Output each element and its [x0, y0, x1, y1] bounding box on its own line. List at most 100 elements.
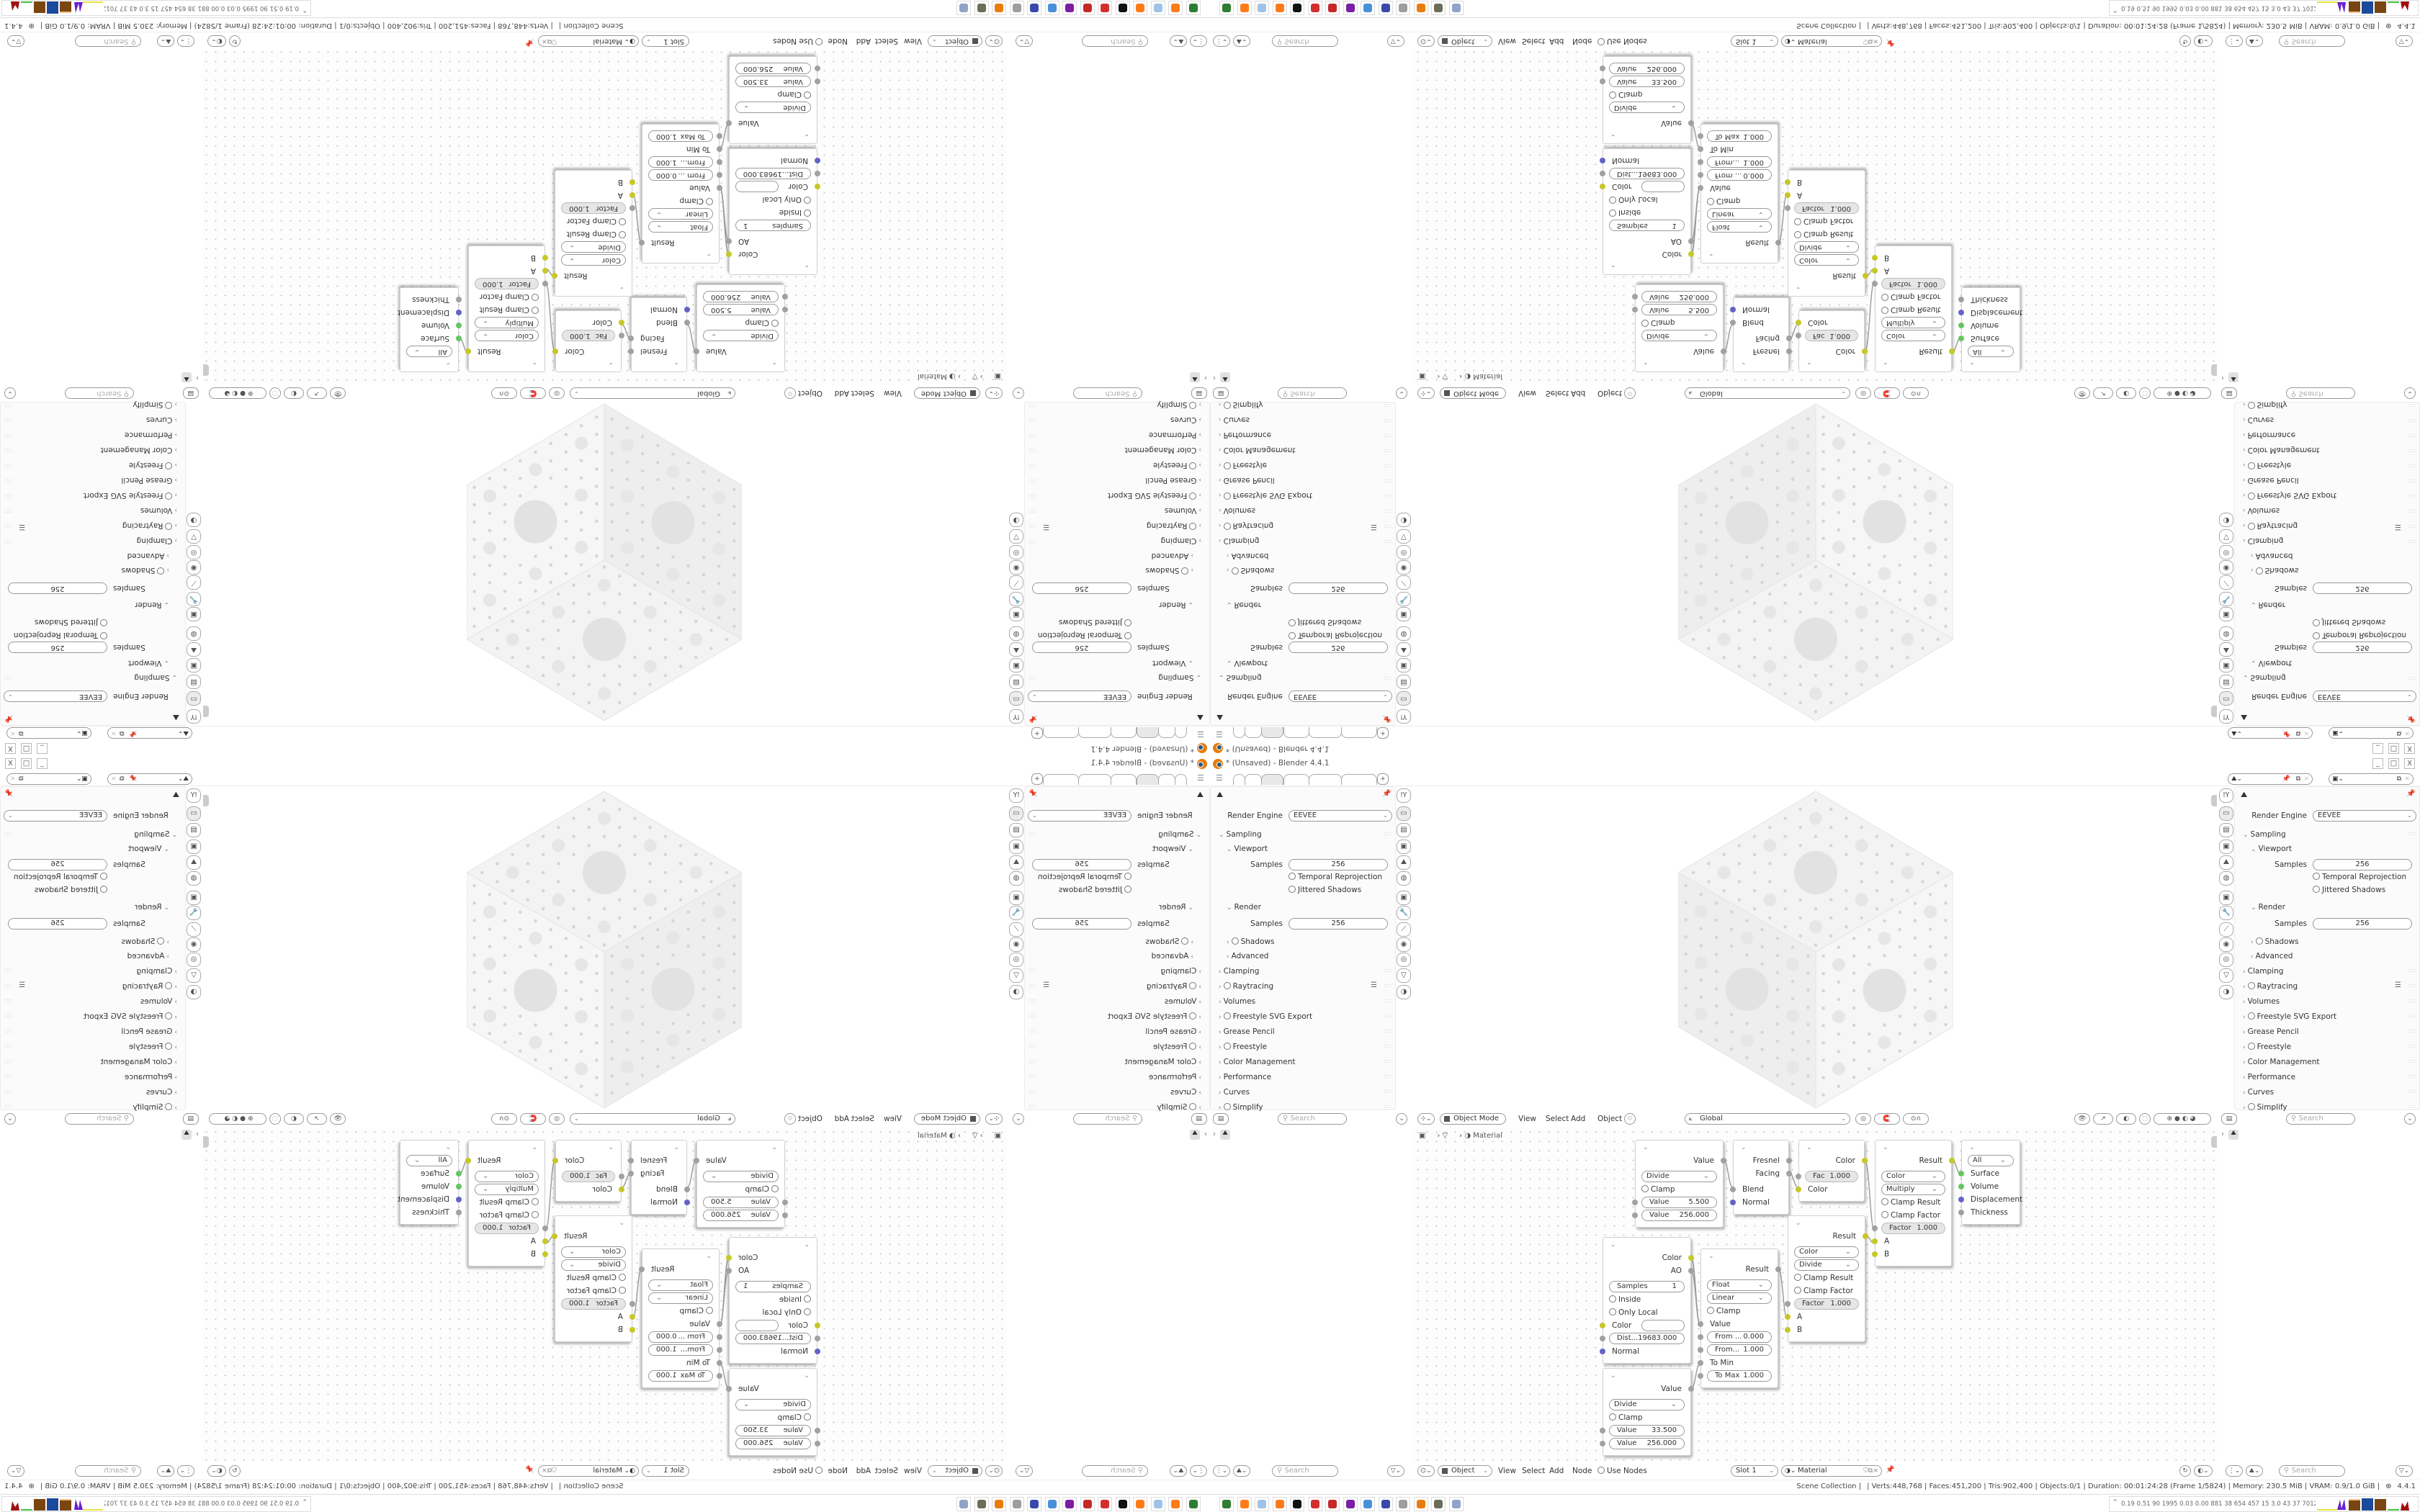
- outliner-search-input[interactable]: ⚲ Search: [1082, 1465, 1148, 1477]
- socket-float-icon[interactable]: [782, 307, 788, 312]
- node-map-range[interactable]: ⌄ Result Float ⌄ Linear ⌄ Clamp Value From ... 0.…: [639, 124, 722, 264]
- viewport-samples-field[interactable]: 256: [8, 859, 107, 870]
- node-value-field[interactable]: Fac 1.000: [562, 330, 615, 341]
- node-checkbox[interactable]: Clamp Result: [480, 1197, 539, 1208]
- collapse-chevron-icon[interactable]: ⌄: [673, 1144, 679, 1151]
- tab-output-icon[interactable]: ▤: [2219, 675, 2233, 689]
- sidebar-toggle-handle[interactable]: [203, 795, 209, 806]
- node-dropdown[interactable]: Divide ⌄: [703, 330, 779, 341]
- panel-viewport[interactable]: ⌄Viewport: [128, 657, 169, 669]
- socket-color-icon[interactable]: [1796, 320, 1801, 325]
- tab-data-icon[interactable]: ▽: [187, 968, 201, 983]
- node-checkbox[interactable]: Clamp Factor: [1881, 1210, 1940, 1221]
- expand-chevron-icon[interactable]: ›: [196, 374, 199, 382]
- scene-selector[interactable]: ⛰⌄ 📌 ⧉ ×: [107, 727, 192, 739]
- socket-color-icon[interactable]: [1949, 348, 1955, 354]
- checkbox-icon[interactable]: [1189, 1012, 1197, 1020]
- panel-volumes[interactable]: ›Volumes: [1165, 996, 1201, 1007]
- socket-vector-icon[interactable]: [684, 307, 690, 312]
- node-checkbox[interactable]: Clamp Result: [1794, 1272, 1853, 1284]
- drag-handle-icon[interactable]: ::::: [1384, 830, 1392, 837]
- panel-raytracing[interactable]: ›Raytracing: [1219, 981, 1273, 992]
- drag-handle-icon[interactable]: ::::: [1384, 997, 1392, 1004]
- socket-color-icon[interactable]: [1872, 1251, 1878, 1257]
- node-value-field[interactable]: Value 5.500: [703, 1197, 779, 1208]
- node-checkbox[interactable]: Clamp: [745, 1184, 779, 1195]
- slot-dropdown[interactable]: Slot 1 ⌄: [1731, 1465, 1778, 1477]
- pin-icon[interactable]: 📌: [1028, 714, 1038, 722]
- tab-modifiers-icon[interactable]: 🔧: [1009, 906, 1023, 920]
- gizmo-icon[interactable]: ⚙: [784, 1113, 796, 1125]
- presets-list-icon[interactable]: ☰: [1043, 523, 1049, 531]
- tab-render-icon[interactable]: ▭: [1009, 806, 1023, 821]
- collapse-chevron-icon[interactable]: ⌄: [804, 1241, 810, 1248]
- panel-sampling[interactable]: ⌄Sampling: [2243, 829, 2286, 840]
- taskbar-chat-icon[interactable]: [1343, 1, 1358, 15]
- maximize-button[interactable]: □: [2388, 743, 2399, 754]
- shader-node-editor[interactable]: ▣ › ▽ › ◑ Material ⌄ Value Divide ⌄ Clamp Val…: [1413, 50, 2217, 384]
- socket-color-icon[interactable]: [1785, 179, 1791, 185]
- tab-constraints-icon[interactable]: ◎: [1009, 953, 1023, 967]
- taskbar-system-monitor-icon[interactable]: [1361, 1, 1375, 15]
- overlays-icon[interactable]: ◐: [2116, 387, 2136, 399]
- snapping-icon[interactable]: 🧲: [1874, 1113, 1900, 1125]
- node-map-range[interactable]: ⌄ Result Float ⌄ Linear ⌄ Clamp Value From ... 0.…: [1698, 1248, 1781, 1388]
- material-actions-icon[interactable]: ⛉⧉×: [542, 1467, 557, 1475]
- socket-float-icon[interactable]: [815, 171, 820, 176]
- menu-icon[interactable]: ☰: [1216, 773, 1223, 783]
- properties-search-input[interactable]: ⚲ Search: [1073, 387, 1142, 399]
- node-mix-divide[interactable]: ⌄ Result Color ⌄ Divide ⌄ Clamp Result Clamp Fa…: [552, 170, 635, 297]
- sidebar-toggle-handle[interactable]: [2211, 364, 2217, 376]
- checkbox-icon[interactable]: [2247, 1103, 2255, 1110]
- socket-float-icon[interactable]: [815, 66, 820, 71]
- checkbox-icon[interactable]: [2255, 567, 2263, 575]
- node-mix-fac[interactable]: ⌄ Color Fac 1.000 Color: [552, 310, 624, 372]
- node-math-b[interactable]: ⌄ Value Divide ⌄ Clamp Value 33.500 Value 256.00…: [726, 1368, 820, 1456]
- socket-color-icon[interactable]: [629, 179, 635, 185]
- panel-advanced[interactable]: ›Advanced: [1227, 950, 1268, 962]
- drag-handle-icon[interactable]: ::::: [4, 418, 12, 424]
- viewport-samples-field[interactable]: 256: [1289, 642, 1388, 653]
- node-mix-multiply[interactable]: ⌄ Result Color ⌄ Multiply ⌄ Clamp Result Clamp …: [1872, 246, 1955, 372]
- drag-handle-icon[interactable]: ::::: [4, 1088, 12, 1094]
- panel-color-management[interactable]: ›Color Management: [100, 1056, 177, 1068]
- node-layer-weight[interactable]: ⌄ Fresnel Facing Blend Normal: [628, 1140, 690, 1215]
- menger-sponge-object[interactable]: [1678, 788, 1953, 1112]
- socket-color-icon[interactable]: [552, 273, 557, 279]
- drag-handle-icon[interactable]: ::::: [1028, 997, 1036, 1004]
- socket-float-icon[interactable]: [1698, 172, 1703, 178]
- panel-sampling[interactable]: ⌄Sampling: [1219, 672, 1262, 683]
- panel-freestyle[interactable]: ›Freestyle: [129, 1041, 177, 1053]
- node-checkbox[interactable]: Clamp: [679, 195, 713, 207]
- render-samples-field[interactable]: 256: [1289, 918, 1388, 930]
- node-value-field[interactable]: Factor 1.000: [1794, 202, 1859, 214]
- tab-view-layer-icon[interactable]: ▣: [1009, 658, 1023, 672]
- tab-object-icon[interactable]: ▣: [1009, 607, 1023, 621]
- tab-output-icon[interactable]: ▤: [1009, 823, 1023, 837]
- socket-vector-icon[interactable]: [1730, 307, 1736, 312]
- taskbar-settings-red-icon[interactable]: [1098, 1497, 1113, 1511]
- duplicate-icon[interactable]: ⧉: [2396, 729, 2401, 737]
- node-dropdown[interactable]: Color ⌄: [1794, 1246, 1859, 1258]
- socket-float-icon[interactable]: [1698, 185, 1703, 191]
- node-checkbox[interactable]: Clamp: [1609, 1412, 1643, 1423]
- temporal-reprojection-checkbox[interactable]: Temporal Reprojection: [1038, 871, 1131, 883]
- panel-clamping[interactable]: ›Clamping: [2243, 535, 2283, 546]
- tab-modifiers-icon[interactable]: 🔧: [1397, 906, 1411, 920]
- menu-icon[interactable]: ☰: [1197, 773, 1204, 783]
- socket-color-icon[interactable]: [1785, 1327, 1791, 1333]
- tab-modifiers-icon[interactable]: 🔧: [2219, 906, 2233, 920]
- collapse-chevron-icon[interactable]: ⌄: [804, 264, 810, 271]
- checkbox-icon[interactable]: [165, 1012, 173, 1020]
- collapse-chevron-icon[interactable]: ⌄: [1806, 361, 1812, 368]
- node-map-range[interactable]: ⌄ Result Float ⌄ Linear ⌄ Clamp Value From ... 0.…: [1698, 124, 1781, 264]
- tab-material-icon[interactable]: ◑: [1397, 985, 1411, 999]
- tab-modifiers-icon[interactable]: 🔧: [187, 906, 201, 920]
- panel-raytracing[interactable]: ›Raytracing: [1147, 981, 1201, 992]
- proportional-editing-icon[interactable]: ⊙∩: [491, 387, 517, 399]
- panel-shadows[interactable]: ›Shadows: [1227, 564, 1275, 576]
- taskbar-settings-red-icon[interactable]: [1098, 1, 1113, 15]
- properties-search-input[interactable]: ⚲ Search: [1278, 387, 1347, 399]
- panel-performance[interactable]: ›Performance: [2243, 429, 2295, 441]
- overlays-icon[interactable]: ◐⌄: [207, 35, 226, 47]
